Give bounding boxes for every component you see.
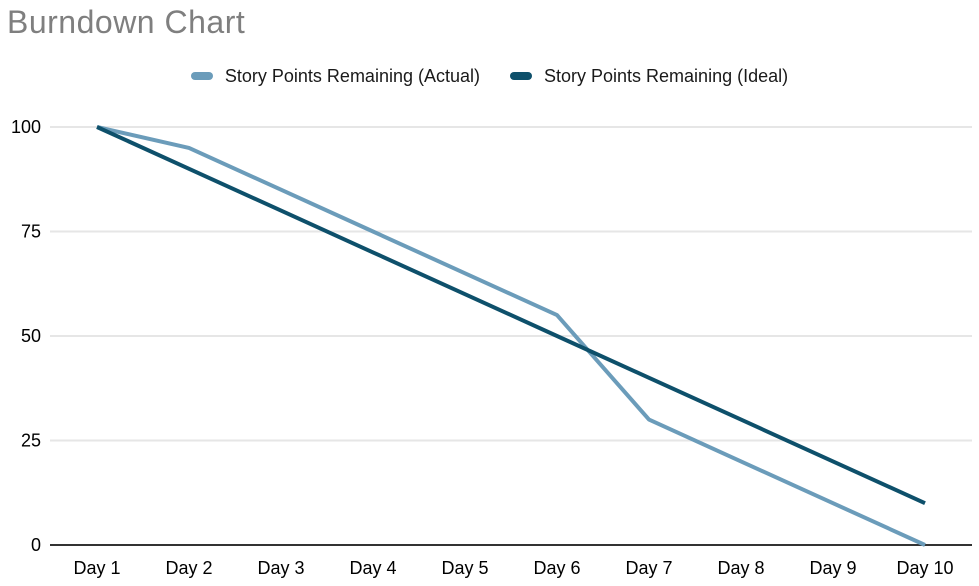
- x-tick-label: Day 10: [896, 558, 953, 578]
- chart-legend: Story Points Remaining (Actual) Story Po…: [0, 62, 979, 90]
- legend-item-ideal[interactable]: Story Points Remaining (Ideal): [510, 66, 788, 87]
- chart-title: Burndown Chart: [7, 4, 246, 40]
- series-line-actual: [96, 125, 926, 547]
- x-tick-label: Day 6: [533, 558, 580, 578]
- legend-swatch-actual-icon: [190, 72, 213, 80]
- x-tick-label: Day 8: [717, 558, 764, 578]
- legend-label-ideal: Story Points Remaining (Ideal): [544, 65, 789, 86]
- legend-item-actual[interactable]: Story Points Remaining (Actual): [190, 65, 480, 87]
- x-tick-label: Day 7: [625, 558, 672, 578]
- x-tick-label: Day 1: [73, 558, 120, 578]
- series-line-ideal: [96, 125, 926, 506]
- x-tick-label: Day 5: [441, 558, 488, 578]
- y-tick-label: 25: [21, 431, 41, 451]
- x-tick-label: Day 2: [165, 558, 212, 578]
- y-tick-label: 50: [21, 326, 41, 346]
- x-tick-label: Day 3: [257, 558, 304, 578]
- x-tick-label: Day 9: [809, 558, 856, 578]
- legend-swatch-ideal-icon: [510, 72, 532, 80]
- x-tick-label: Day 4: [349, 558, 396, 578]
- legend-label-actual: Story Points Remaining (Actual): [224, 65, 480, 86]
- y-tick-label: 0: [31, 535, 41, 555]
- y-tick-label: 75: [21, 222, 41, 242]
- y-tick-label: 100: [11, 117, 41, 137]
